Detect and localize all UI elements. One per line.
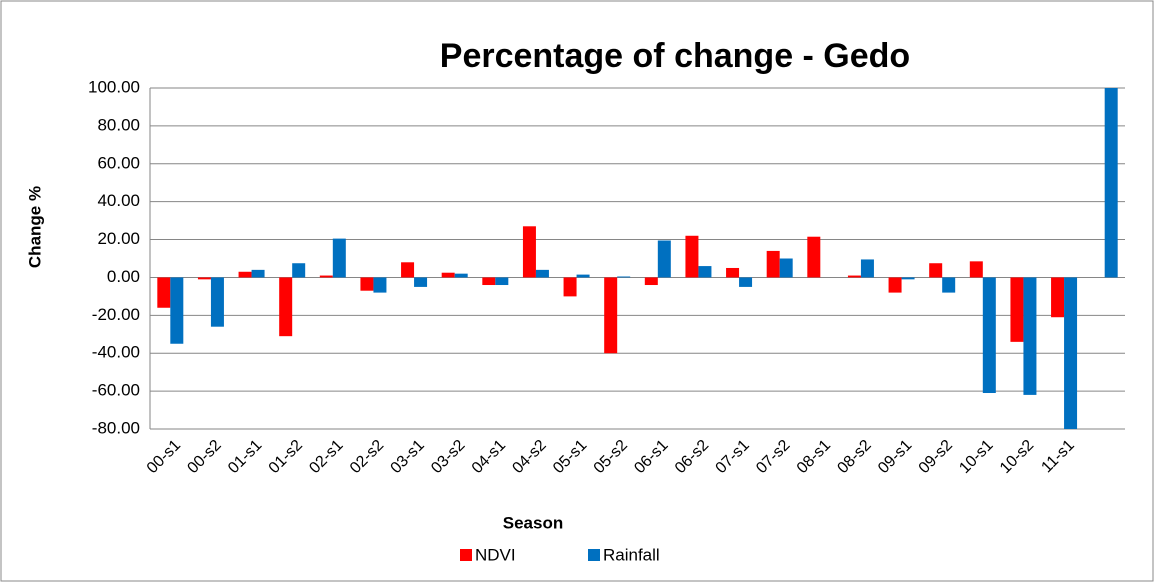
y-tick-label: 100.00 — [88, 77, 140, 96]
bar — [563, 277, 577, 297]
bars — [157, 88, 1118, 429]
y-tick-label: -60.00 — [92, 381, 140, 400]
bar — [401, 262, 415, 278]
bar — [847, 275, 861, 278]
bar — [739, 277, 753, 287]
bar — [495, 277, 509, 286]
bar — [360, 277, 374, 291]
bar — [969, 261, 983, 278]
bar — [535, 269, 549, 278]
bar — [807, 236, 821, 278]
bar — [698, 266, 712, 278]
bar — [332, 238, 346, 278]
bar — [929, 263, 943, 278]
bar — [1064, 277, 1078, 429]
chart-title: Percentage of change - Gedo — [440, 37, 910, 75]
bar — [238, 271, 252, 278]
bar — [576, 274, 590, 278]
bar — [482, 277, 496, 286]
y-tick-label: 20.00 — [97, 229, 140, 248]
bar — [901, 277, 915, 280]
bar — [319, 275, 333, 278]
bar — [414, 277, 428, 287]
bar — [860, 259, 874, 278]
y-tick-label: -40.00 — [92, 343, 140, 362]
bar — [644, 277, 658, 286]
bar — [441, 272, 455, 278]
bar — [197, 277, 211, 280]
bar — [766, 250, 780, 278]
bar — [604, 277, 618, 354]
bar — [617, 276, 631, 278]
y-tick-label: 80.00 — [97, 115, 140, 134]
bar — [373, 277, 387, 293]
bar — [454, 273, 468, 278]
bar — [657, 240, 671, 278]
bar — [726, 267, 740, 278]
bar — [251, 269, 265, 278]
bar — [210, 277, 224, 327]
bar — [1051, 277, 1065, 318]
bar — [982, 277, 996, 394]
legend-swatch — [460, 549, 472, 561]
legend-label: Rainfall — [603, 545, 660, 564]
grid — [149, 87, 1125, 430]
y-tick-label: -80.00 — [92, 418, 140, 437]
legend-swatch — [588, 549, 600, 561]
legend-label: NDVI — [475, 545, 516, 564]
bar — [942, 277, 956, 293]
bar — [522, 226, 536, 278]
bar — [888, 277, 902, 293]
y-tick-label: 60.00 — [97, 153, 140, 172]
bar — [170, 277, 184, 344]
y-tick-label: 40.00 — [97, 191, 140, 210]
y-tick-label: -20.00 — [92, 305, 140, 324]
bar — [157, 277, 171, 308]
bar — [1104, 88, 1118, 278]
bar — [779, 258, 793, 278]
y-axis-label: Change % — [25, 186, 44, 268]
bar — [1023, 277, 1037, 395]
bar — [1010, 277, 1024, 342]
x-axis-label: Season — [503, 513, 563, 532]
y-tick-label: 0.00 — [107, 267, 140, 286]
bar — [292, 263, 306, 278]
bar — [685, 235, 699, 278]
bar — [279, 277, 293, 337]
